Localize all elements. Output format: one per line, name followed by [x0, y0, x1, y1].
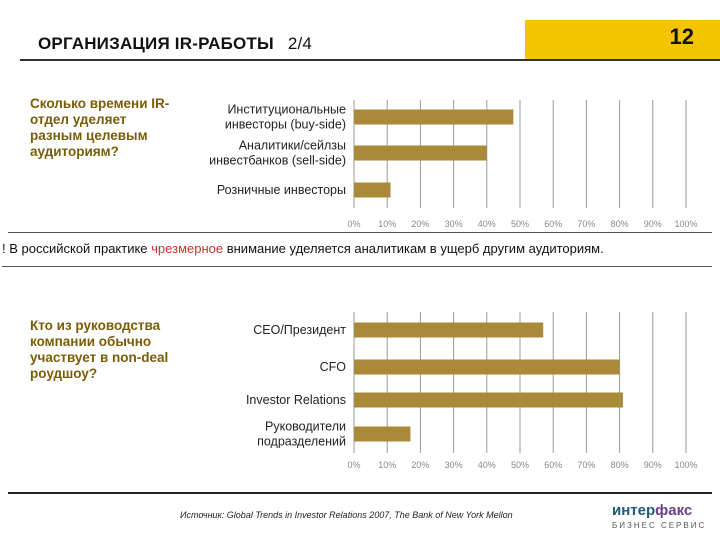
logo-wordmark: интерфакс — [612, 502, 712, 519]
category-label: CFO — [320, 360, 347, 374]
category-label-line: Аналитики/сейлзы — [239, 139, 346, 153]
page-title: ОРГАНИЗАЦИЯ IR-РАБОТЫ 2/4 — [38, 34, 312, 54]
logo-subtitle: БИЗНЕС СЕРВИС — [612, 521, 707, 530]
footer-divider — [8, 492, 712, 494]
category-label: Аналитики/сейлзы инвестбанков (sell-side) — [209, 139, 346, 168]
source-note: Источник: Global Trends in Investor Rela… — [180, 510, 513, 520]
tick-label: 90% — [644, 460, 662, 470]
question-audiences: Сколько времени IR-отдел уделяет разным … — [30, 96, 170, 159]
tick-label: 50% — [511, 460, 529, 470]
tick-label: 30% — [445, 460, 463, 470]
category-label: Руководители подразделений — [257, 420, 346, 449]
question-roadshow: Кто из руководства компании обычно участ… — [30, 318, 169, 381]
chart-1: 0% 10% 20% 30% 40% 50% 60% 70% 80% 90% 100% Институ… — [209, 100, 698, 229]
category-label: Розничные инвесторы — [217, 183, 346, 197]
bar — [354, 359, 620, 375]
tick-label: 60% — [544, 219, 562, 229]
tick-label: 0% — [347, 219, 360, 229]
tick-label: 100% — [674, 460, 697, 470]
tick-label: 0% — [347, 460, 360, 470]
tick-label: 10% — [378, 219, 396, 229]
category-label-line: инвестбанков (sell-side) — [209, 154, 346, 168]
tick-label: 80% — [611, 460, 629, 470]
category-label: CEO/Президент — [253, 323, 346, 337]
chart-2: 0% 10% 20% 30% 40% 50% 60% 70% 80% 90% 100% CEO/Пре… — [246, 312, 698, 470]
note-suffix: внимание уделяется аналитикам в ущерб др… — [223, 241, 604, 256]
category-label-line: Розничные инвесторы — [217, 183, 346, 197]
category-label-line: Институциональные — [227, 103, 346, 117]
tick-label: 60% — [544, 460, 562, 470]
tick-label: 80% — [611, 219, 629, 229]
tick-label: 70% — [577, 460, 595, 470]
tick-label: 30% — [445, 219, 463, 229]
tick-label: 100% — [674, 219, 697, 229]
category-label-line: Руководители — [265, 420, 346, 434]
bar — [354, 426, 411, 442]
note-highlight: чрезмерное — [151, 241, 224, 256]
category-label: Investor Relations — [246, 393, 346, 407]
tick-label: 50% — [511, 219, 529, 229]
bar — [354, 145, 487, 161]
category-label-line: CFO — [320, 360, 347, 374]
page-part: 2/4 — [287, 34, 313, 53]
category-label: Институциональные инвесторы (buy-side) — [225, 103, 346, 132]
note-divider — [2, 266, 712, 267]
page-title-text: ОРГАНИЗАЦИЯ IR-РАБОТЫ — [38, 34, 274, 53]
tick-label: 40% — [478, 219, 496, 229]
bar — [354, 182, 391, 198]
category-label-line: подразделений — [257, 435, 346, 449]
logo-wordmark-b: факс — [655, 502, 693, 519]
tick-label: 90% — [644, 219, 662, 229]
tick-label: 40% — [478, 460, 496, 470]
logo-wordmark-a: интер — [612, 502, 656, 519]
interfax-logo: интерфакс БИЗНЕС СЕРВИС — [612, 502, 712, 530]
header-divider — [20, 59, 720, 61]
bar — [354, 392, 623, 408]
bar — [354, 109, 514, 125]
tick-label: 20% — [411, 460, 429, 470]
section-divider — [8, 232, 712, 233]
bar — [354, 322, 544, 338]
tick-label: 70% — [577, 219, 595, 229]
slide-number-badge: 12 — [525, 20, 720, 60]
tick-label: 10% — [378, 460, 396, 470]
note-prefix: ! В российской практике — [2, 241, 152, 256]
note-text: ! В российской практике чрезмерное внима… — [2, 241, 604, 256]
category-label-line: Investor Relations — [246, 393, 346, 407]
slide-number: 12 — [669, 24, 694, 49]
category-label-line: инвесторы (buy-side) — [225, 118, 346, 132]
category-label-line: CEO/Президент — [253, 323, 346, 337]
tick-label: 20% — [411, 219, 429, 229]
